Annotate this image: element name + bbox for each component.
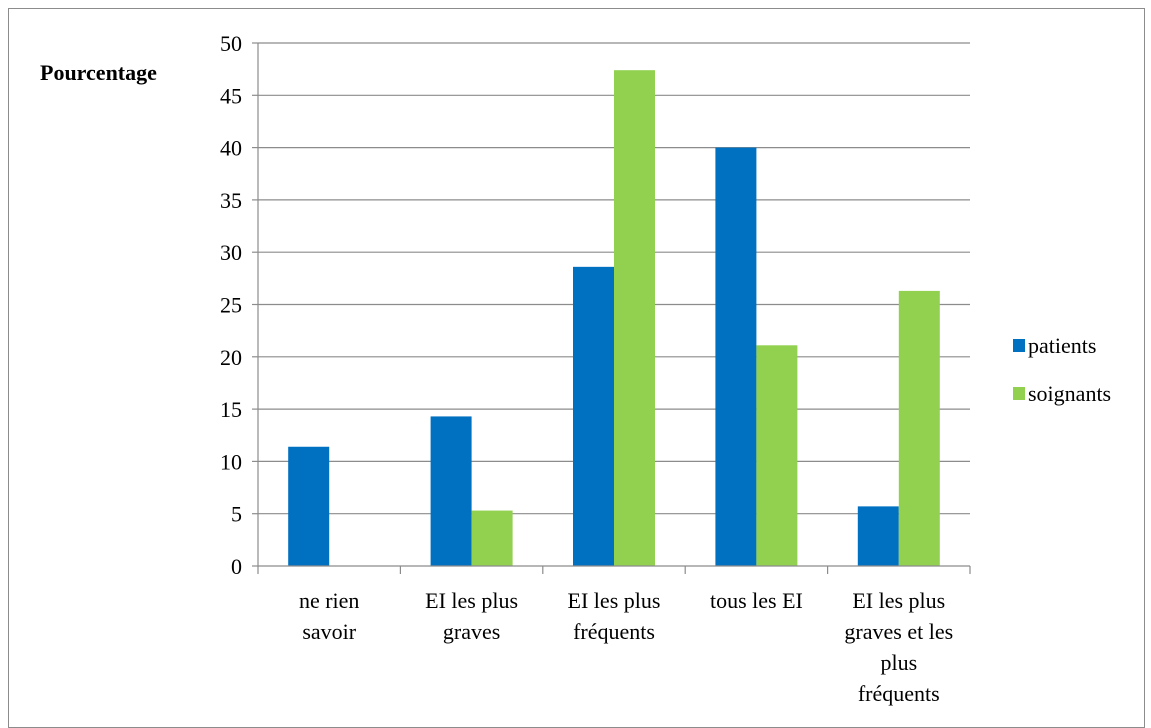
bar-patients (573, 266, 614, 566)
bar-soignants (756, 345, 798, 566)
y-tick-label: 15 (220, 397, 242, 422)
x-tick-label: EI les plus (852, 588, 945, 613)
y-tick-labels: 0 5 10 15 20 25 30 35 40 45 50 (220, 31, 242, 579)
x-tick-label: graves et les (844, 619, 953, 644)
x-tick-label: fréquents (858, 681, 940, 706)
bar-patients (857, 506, 899, 566)
y-tick-label: 25 (220, 293, 242, 318)
y-tick-label: 40 (220, 136, 242, 161)
legend-label-soignants: soignants (1028, 381, 1111, 406)
x-tick-label: fréquents (573, 619, 655, 644)
bar-soignants (471, 510, 513, 566)
y-tick-label: 35 (220, 188, 242, 213)
legend-label-patients: patients (1028, 333, 1096, 358)
legend: patients soignants (1013, 333, 1111, 406)
x-tick-label: savoir (302, 619, 356, 644)
y-tick-label: 50 (220, 31, 242, 56)
y-tick-label: 20 (220, 345, 242, 370)
bar-soignants (898, 290, 940, 566)
x-tick-label: plus (880, 650, 917, 675)
y-tick-label: 45 (220, 83, 242, 108)
x-tick-label: graves (443, 619, 500, 644)
bar-soignants (614, 70, 655, 567)
y-tick-label: 10 (220, 449, 242, 474)
y-tick-label: 5 (231, 502, 242, 527)
x-tick-label: ne rien (299, 588, 359, 613)
y-tick-label: 30 (220, 240, 242, 265)
y-tick-label: 0 (231, 554, 242, 579)
bars (288, 70, 940, 567)
legend-swatch-patients (1013, 339, 1025, 352)
bar-patients (430, 416, 472, 566)
x-tick-label: EI les plus (425, 588, 518, 613)
bar-patients (715, 147, 757, 566)
category-labels: ne rien savoir EI les plus graves EI les plu… (299, 588, 953, 706)
x-axis (257, 43, 971, 574)
x-tick-label: tous les EI (710, 588, 803, 613)
y-axis-label: Pourcentage (40, 60, 157, 85)
x-tick-label: EI les plus (568, 588, 661, 613)
legend-swatch-soignants (1013, 387, 1025, 400)
bar-patients (288, 446, 330, 566)
